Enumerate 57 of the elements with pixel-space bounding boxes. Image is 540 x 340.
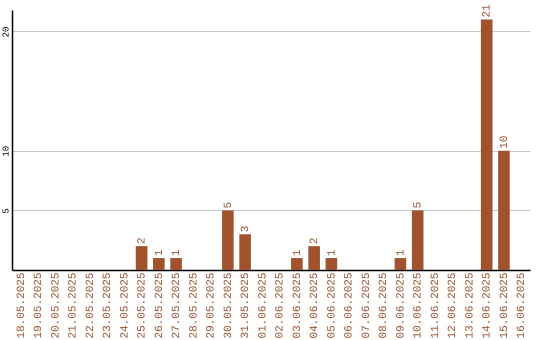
y-tick-label: 5 — [2, 208, 12, 214]
x-tick-label: 30.05.2025 — [222, 272, 235, 339]
x-tick-label: 27.05.2025 — [171, 272, 184, 339]
x-tick-label: 06.06.2025 — [344, 272, 356, 339]
data-label: 1 — [154, 249, 166, 256]
data-label: 1 — [395, 249, 408, 256]
x-tick-label: 21.05.2025 — [68, 272, 80, 339]
y-tick-label: 20 — [2, 26, 12, 38]
x-tick-label: 28.05.2025 — [188, 272, 200, 339]
x-tick-label: 11.06.2025 — [430, 272, 442, 339]
x-tick-label: 23.05.2025 — [102, 272, 114, 339]
data-label: 10 — [498, 136, 511, 149]
bar — [394, 258, 406, 270]
bar — [308, 246, 320, 270]
x-tick-label: 15.06.2025 — [498, 272, 511, 339]
x-tick-label: 13.06.2025 — [464, 272, 476, 339]
bar — [498, 150, 510, 270]
data-label: 1 — [171, 249, 184, 256]
x-tick-label: 18.05.2025 — [16, 272, 28, 339]
x-tick-label: 19.05.2025 — [33, 272, 46, 339]
x-tick-label: 02.06.2025 — [274, 272, 287, 339]
x-tick-label: 03.06.2025 — [292, 272, 304, 339]
bar — [291, 258, 303, 270]
data-label: 2 — [309, 238, 322, 244]
data-label: 5 — [222, 202, 235, 208]
bar — [412, 210, 424, 270]
y-tick-label: 10 — [2, 146, 12, 157]
x-tick-label: 16.06.2025 — [516, 272, 528, 339]
data-label: 1 — [292, 249, 304, 256]
bar — [239, 234, 251, 270]
bar — [480, 20, 492, 270]
x-tick-label: 05.06.2025 — [326, 272, 338, 339]
bar — [222, 210, 234, 270]
x-tick-label: 25.05.2025 — [136, 272, 149, 339]
data-label: 3 — [240, 226, 252, 232]
data-label: 5 — [412, 202, 425, 208]
x-tick-label: 04.06.2025 — [309, 272, 322, 339]
x-tick-label: 09.06.2025 — [395, 272, 408, 339]
x-tick-label: 24.05.2025 — [119, 272, 132, 339]
x-tick-label: 01.06.2025 — [257, 272, 270, 339]
x-tick-label: 22.05.2025 — [84, 272, 97, 339]
x-tick-label: 26.05.2025 — [154, 272, 166, 339]
x-tick-label: 14.06.2025 — [482, 272, 494, 339]
x-tick-label: 31.05.2025 — [240, 272, 252, 339]
data-label: 21 — [482, 4, 494, 18]
x-tick-label: 29.05.2025 — [206, 272, 218, 339]
x-tick-label: 20.05.2025 — [50, 272, 62, 339]
data-label: 1 — [326, 249, 338, 256]
bar — [153, 258, 165, 270]
bar — [136, 246, 148, 270]
bar — [326, 258, 338, 270]
data-label: 2 — [136, 238, 149, 244]
x-tick-label: 12.06.2025 — [447, 272, 460, 339]
x-tick-label: 07.06.2025 — [360, 272, 373, 339]
bar — [170, 258, 182, 270]
x-tick-label: 08.06.2025 — [378, 272, 390, 339]
x-tick-label: 10.06.2025 — [412, 272, 425, 339]
